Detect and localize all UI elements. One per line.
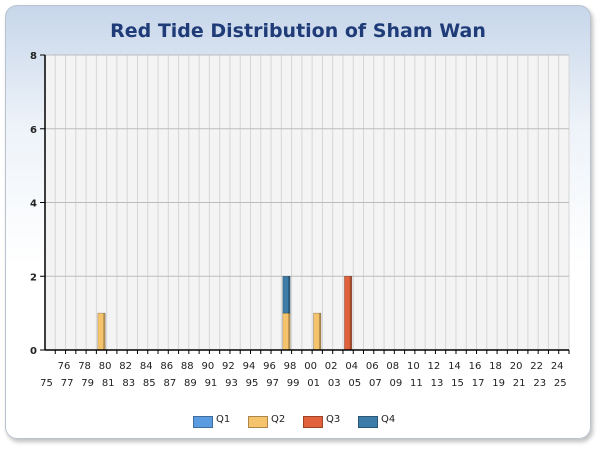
legend-swatch: [248, 416, 268, 428]
x-tick-label: 88: [181, 361, 194, 372]
x-tick-label: 93: [225, 378, 238, 389]
y-tick-label: 8: [30, 51, 37, 62]
x-tick-label: 97: [266, 378, 279, 389]
x-tick-label: 99: [287, 378, 300, 389]
x-tick-label: 78: [78, 361, 91, 372]
x-tick-label: 00: [304, 361, 317, 372]
x-tick-label: 76: [58, 361, 71, 372]
x-tick-label: 23: [533, 378, 546, 389]
x-tick-label: 87: [163, 378, 176, 389]
x-tick-label: 06: [366, 361, 379, 372]
legend-swatch: [303, 416, 323, 428]
x-tick-label: 90: [201, 361, 214, 372]
x-tick-label: 80: [99, 361, 112, 372]
x-tick-label: 89: [184, 378, 197, 389]
x-tick-label: 04: [345, 361, 358, 372]
x-tick-label: 02: [325, 361, 338, 372]
x-tick-label: 77: [61, 378, 74, 389]
x-tick-label: 85: [143, 378, 156, 389]
x-tick-label: 82: [119, 361, 132, 372]
x-tick-label: 13: [431, 378, 444, 389]
x-tick-label: 16: [469, 361, 482, 372]
legend: Q1 Q2 Q3 Q4: [0, 414, 596, 430]
x-tick-label: 79: [81, 378, 94, 389]
x-tick-label: 84: [140, 361, 153, 372]
x-tick-label: 75: [40, 378, 53, 389]
y-tick-label: 6: [30, 125, 37, 136]
x-tick-label: 01: [307, 378, 320, 389]
y-tick-label: 4: [30, 199, 37, 210]
x-tick-label: 05: [348, 378, 361, 389]
x-tick-label: 03: [328, 378, 341, 389]
x-tick-label: 14: [448, 361, 461, 372]
bar-shade: [288, 276, 291, 314]
chart-title: Red Tide Distribution of Sham Wan: [110, 20, 486, 42]
x-tick-label: 08: [386, 361, 399, 372]
x-tick-label: 91: [205, 378, 218, 389]
x-tick-label: 12: [428, 361, 441, 372]
legend-label: Q4: [381, 414, 396, 425]
x-tick-label: 25: [554, 378, 567, 389]
x-tick-label: 11: [410, 378, 423, 389]
x-tick-label: 98: [284, 361, 297, 372]
y-tick-label: 0: [30, 346, 37, 357]
x-tick-label: 19: [492, 378, 505, 389]
x-tick-label: 81: [102, 378, 115, 389]
bar-shade: [288, 313, 291, 350]
legend-label: Q3: [326, 414, 341, 425]
x-tick-label: 94: [243, 361, 256, 372]
bar-shade: [103, 313, 106, 350]
x-tick-label: 09: [390, 378, 403, 389]
y-tick-label: 2: [30, 272, 37, 283]
bar-shade: [349, 276, 352, 350]
x-tick-label: 18: [489, 361, 502, 372]
x-tick-label: 96: [263, 361, 276, 372]
x-tick-label: 22: [530, 361, 543, 372]
legend-swatch: [193, 416, 213, 428]
legend-label: Q1: [216, 414, 231, 425]
legend-label: Q2: [271, 414, 286, 425]
x-tick-label: 07: [369, 378, 382, 389]
x-tick-label: 17: [472, 378, 485, 389]
x-tick-label: 83: [122, 378, 135, 389]
bar-shade: [318, 313, 321, 350]
x-tick-label: 95: [246, 378, 259, 389]
legend-swatch: [358, 416, 378, 428]
x-tick-label: 10: [407, 361, 420, 372]
x-tick-label: 86: [160, 361, 173, 372]
x-tick-label: 24: [551, 361, 564, 372]
x-tick-label: 20: [510, 361, 523, 372]
bar-Q4-98: [282, 275, 291, 314]
x-tick-label: 21: [513, 378, 526, 389]
x-tick-label: 15: [451, 378, 464, 389]
x-tick-label: 92: [222, 361, 235, 372]
